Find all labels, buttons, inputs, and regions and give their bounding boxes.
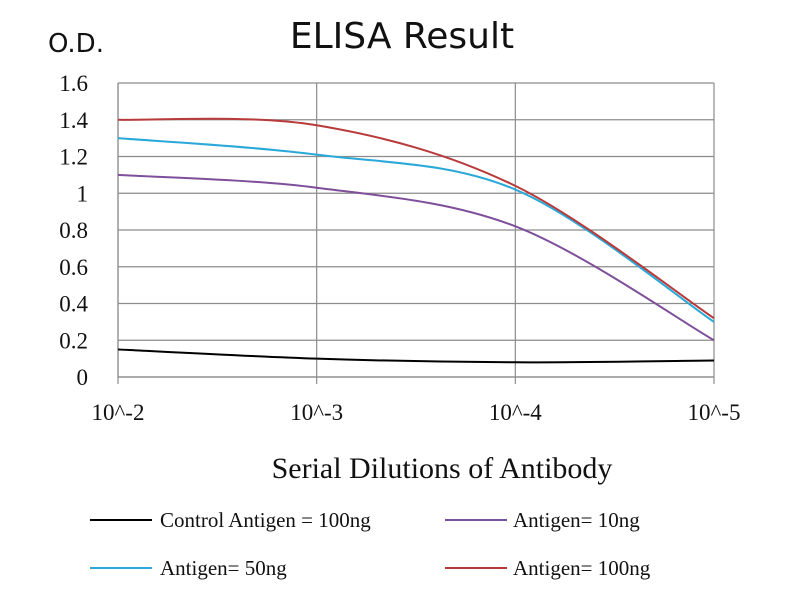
series-line-1 <box>117 173 715 342</box>
legend-label-3: Antigen= 100ng <box>513 556 651 580</box>
legend-label-2: Antigen= 50ng <box>160 556 287 580</box>
x-tick-label: 10^-4 <box>489 400 542 425</box>
legend: Control Antigen = 100ng Antigen= 10ng Anti… <box>90 508 651 580</box>
y-axis-label: O.D. <box>48 29 104 59</box>
x-tick-label: 10^-3 <box>290 400 343 425</box>
series-lines <box>117 117 715 364</box>
y-tick-label: 0.8 <box>59 218 88 243</box>
y-tick-label: 1.6 <box>59 71 88 96</box>
y-tick-label: 1 <box>77 181 89 206</box>
chart-title: ELISA Result <box>290 16 514 57</box>
y-tick-label: 0 <box>77 365 89 390</box>
y-tick-label: 0.4 <box>59 292 88 317</box>
y-tick-label: 1.4 <box>59 108 88 133</box>
x-axis-label: Serial Dilutions of Antibody <box>272 452 613 485</box>
legend-label-1: Antigen= 10ng <box>513 508 640 532</box>
series-line-2 <box>117 137 715 323</box>
gridlines <box>117 82 715 384</box>
y-tick-label: 0.2 <box>59 328 88 353</box>
x-tick-labels: 10^-2 10^-3 10^-4 10^-5 <box>92 400 741 425</box>
x-tick-label: 10^-5 <box>688 400 741 425</box>
legend-label-0: Control Antigen = 100ng <box>160 508 371 532</box>
series-line-3 <box>117 117 715 320</box>
y-tick-label: 1.2 <box>59 145 88 170</box>
y-tick-labels: 0 0.2 0.4 0.6 0.8 1 1.2 1.4 1.6 <box>59 71 88 390</box>
y-tick-label: 0.6 <box>59 255 88 280</box>
series-line-0 <box>117 348 715 364</box>
x-tick-label: 10^-2 <box>92 400 145 425</box>
